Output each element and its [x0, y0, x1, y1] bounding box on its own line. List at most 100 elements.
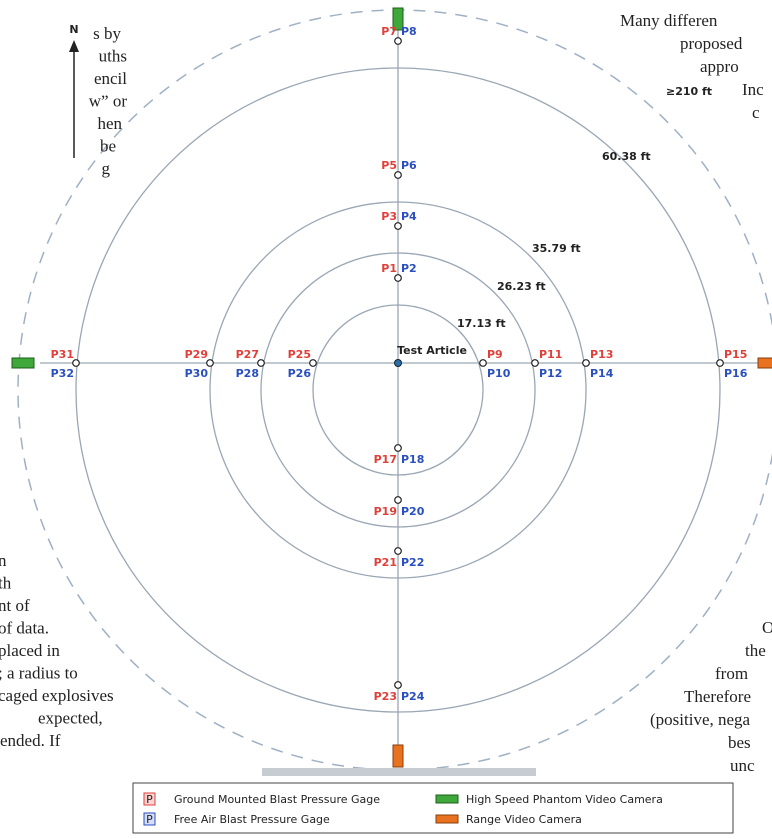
gage-point	[394, 222, 402, 230]
legend-icon-text: P	[146, 793, 153, 806]
radius-label: 60.38 ft	[602, 150, 651, 163]
body-text: ; a radius to	[0, 664, 78, 683]
legend-label: Ground Mounted Blast Pressure Gage	[174, 793, 380, 806]
gage-label: P14	[590, 367, 614, 380]
gage-point	[582, 359, 590, 367]
legend-icon	[143, 812, 156, 826]
gage-label: P16	[724, 367, 748, 380]
body-text: uths	[99, 47, 127, 66]
gage-label: P25	[288, 348, 311, 361]
north-arrow-head	[69, 40, 79, 52]
legend-label: Range Video Camera	[466, 813, 582, 826]
body-text: encil	[94, 69, 127, 88]
body-text: hen	[97, 114, 122, 133]
body-text: caged explosives	[0, 686, 114, 705]
gage-point	[394, 444, 402, 452]
gage-label: P17	[374, 453, 397, 466]
body-text: s by	[93, 24, 121, 43]
body-text: unc	[730, 756, 755, 775]
gage-label: P20	[401, 505, 425, 518]
gage-point	[394, 171, 402, 179]
camera-icon	[757, 357, 772, 369]
body-text: be	[100, 137, 116, 156]
gage-point	[716, 359, 724, 367]
gage-label: P27	[236, 348, 259, 361]
gage-label: P2	[401, 262, 417, 275]
gage-label: P19	[374, 505, 397, 518]
center-point	[394, 359, 402, 367]
body-text: the	[745, 641, 766, 660]
gage-point	[257, 359, 265, 367]
body-text: (positive, nega	[650, 710, 751, 729]
gage-label: P3	[381, 210, 397, 223]
body-text: nt of	[0, 596, 30, 615]
gage-point	[394, 681, 402, 689]
body-text: expected,	[38, 709, 103, 728]
gage-label: P24	[401, 690, 425, 703]
gage-point	[394, 37, 402, 45]
body-text: O	[762, 618, 772, 637]
radius-label: 17.13 ft	[457, 317, 506, 330]
radius-label: ≥210 ft	[666, 85, 712, 98]
camera-icon	[11, 357, 35, 369]
gage-label: P13	[590, 348, 613, 361]
body-text: bes	[728, 733, 751, 752]
body-text: from	[715, 664, 748, 683]
legend-icon	[435, 814, 459, 824]
body-text: placed in	[0, 641, 60, 660]
body-text: w” or	[89, 92, 128, 111]
gage-point	[394, 274, 402, 282]
body-text: n	[0, 551, 7, 570]
gage-label: P18	[401, 453, 424, 466]
gage-label: P28	[236, 367, 259, 380]
legend-icon	[143, 792, 156, 806]
gage-label: P31	[51, 348, 74, 361]
body-text: ended. If	[0, 731, 61, 750]
gage-point	[72, 359, 80, 367]
radius-label: 26.23 ft	[497, 280, 546, 293]
gage-label: P12	[539, 367, 562, 380]
gage-label: P11	[539, 348, 562, 361]
body-text: g	[102, 159, 111, 178]
outer-dashed-ring	[17, 9, 772, 771]
gage-label: P30	[185, 367, 209, 380]
gage-point	[394, 496, 402, 504]
gage-label: P21	[374, 556, 397, 569]
body-text: c	[752, 103, 760, 122]
body-text: of data.	[0, 619, 49, 638]
gage-label: P29	[185, 348, 208, 361]
legend-icon-text: P	[146, 813, 153, 826]
center-label: Test Article	[397, 344, 467, 357]
gage-label: P6	[401, 159, 417, 172]
gage-label: P5	[381, 159, 397, 172]
gage-label: P1	[381, 262, 397, 275]
legend-icon	[435, 794, 459, 804]
north-label: N	[69, 23, 78, 36]
gage-point	[531, 359, 539, 367]
gage-point	[309, 359, 317, 367]
body-text: Therefore	[684, 687, 751, 706]
gage-label: P4	[401, 210, 417, 223]
gage-point	[206, 359, 214, 367]
gage-label: P32	[51, 367, 74, 380]
body-text: Inc	[742, 80, 764, 99]
gage-label: P23	[374, 690, 397, 703]
gage-label: P22	[401, 556, 424, 569]
gage-label: P26	[288, 367, 312, 380]
gage-point	[479, 359, 487, 367]
legend-label: Free Air Blast Pressure Gage	[174, 813, 330, 826]
body-text: th	[0, 574, 12, 593]
body-text: appro	[700, 57, 739, 76]
gage-label: P15	[724, 348, 747, 361]
body-text: proposed	[680, 34, 743, 53]
legend-box	[132, 782, 734, 834]
gage-label: P9	[487, 348, 503, 361]
gage-point	[394, 547, 402, 555]
camera-icon	[392, 7, 404, 31]
gage-label: P8	[401, 25, 417, 38]
body-text: Many differen	[620, 11, 718, 30]
legend-shadow	[262, 768, 536, 776]
legend-label: High Speed Phantom Video Camera	[466, 793, 663, 806]
gage-label: P7	[381, 25, 397, 38]
